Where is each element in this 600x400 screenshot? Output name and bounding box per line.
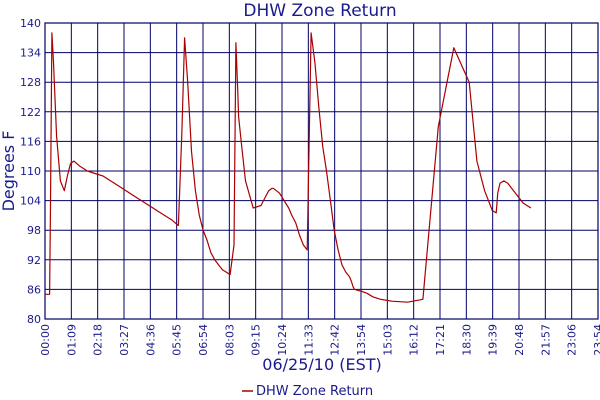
x-tick-label: 18:30: [460, 324, 473, 356]
chart-title: DHW Zone Return: [243, 1, 396, 21]
x-tick-label: 03:27: [118, 324, 131, 356]
x-tick-label: 19:39: [487, 324, 500, 356]
x-tick-label: 23:54: [592, 324, 600, 356]
series-line: [45, 32, 532, 303]
x-tick-label: 06:54: [197, 324, 210, 356]
y-tick-label: 122: [20, 106, 41, 119]
y-tick-label: 104: [20, 195, 41, 208]
legend: DHW Zone Return: [242, 384, 373, 399]
x-tick-label: 08:03: [223, 324, 236, 356]
legend-label: DHW Zone Return: [256, 384, 373, 399]
x-tick-label: 10:24: [276, 324, 289, 356]
y-axis-label: Degrees F: [0, 131, 18, 212]
x-tick-label: 21:57: [539, 324, 552, 356]
x-tick-label: 02:18: [92, 324, 105, 356]
x-tick-label: 09:15: [250, 324, 263, 356]
y-tick-label: 134: [20, 47, 41, 60]
x-tick-label: 04:36: [144, 324, 157, 356]
x-tick-label: 13:54: [355, 324, 368, 356]
x-tick-label: 16:12: [408, 324, 421, 356]
y-tick-label: 92: [27, 254, 41, 267]
x-tick-label: 00:00: [39, 324, 52, 356]
x-tick-label: 01:09: [65, 324, 78, 356]
x-tick-label: 15:03: [381, 324, 394, 356]
x-tick-label: 17:21: [434, 324, 447, 356]
y-tick-label: 98: [27, 224, 41, 237]
y-tick-label: 140: [20, 17, 41, 30]
y-tick-label: 128: [20, 76, 41, 89]
tick-labels: 80 86 92 98 104 110 116 122 128 134 140 00:00 01:09 0…: [20, 17, 600, 356]
x-tick-label: 20:48: [513, 324, 526, 356]
x-axis-label: 06/25/10 (EST): [262, 355, 381, 374]
x-tick-label: 11:33: [302, 324, 315, 356]
y-tick-label: 80: [27, 313, 41, 326]
grid: [44, 22, 599, 320]
y-tick-label: 116: [20, 135, 41, 148]
y-tick-label: 110: [20, 165, 41, 178]
x-tick-label: 05:45: [171, 324, 184, 356]
x-tick-label: 23:06: [566, 324, 579, 356]
x-tick-label: 12:42: [329, 324, 342, 356]
y-tick-label: 86: [27, 283, 41, 296]
series-layer: [45, 32, 532, 303]
